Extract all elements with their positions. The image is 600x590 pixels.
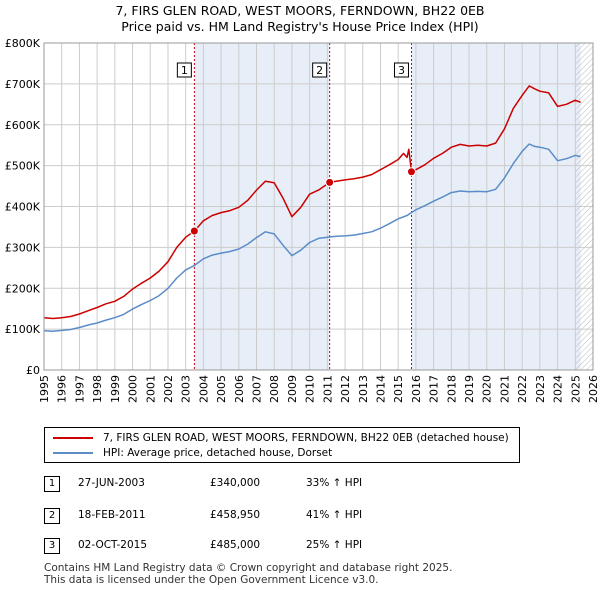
sale-price: £458,950 <box>210 509 261 521</box>
x-tick-label: 2024 <box>552 375 565 403</box>
x-tick-label: 2004 <box>197 375 210 403</box>
sale-row: 2 18-FEB-2011 £458,950 41% ↑ HPI <box>44 508 564 524</box>
sale-price: £340,000 <box>210 477 261 489</box>
sale-date: 18-FEB-2011 <box>78 509 146 521</box>
x-tick-label: 2014 <box>374 375 387 403</box>
sale-point <box>189 226 199 236</box>
x-tick-label: 2015 <box>392 375 405 403</box>
sale-point <box>406 167 416 177</box>
x-tick-label: 2025 <box>569 375 582 403</box>
x-tick-label: 2013 <box>357 375 370 403</box>
x-tick-label: 2017 <box>428 375 441 403</box>
x-tick-label: 2009 <box>286 375 299 403</box>
chart-subtitle: Price paid vs. HM Land Registry's House … <box>121 19 479 34</box>
sale-number-badge: 2 <box>44 508 60 524</box>
y-tick-label: £600K <box>5 119 41 132</box>
sale-hpi-change: 25% ↑ HPI <box>306 539 363 551</box>
chart-legend: 7, FIRS GLEN ROAD, WEST MOORS, FERNDOWN,… <box>44 427 520 463</box>
x-tick-label: 2026 <box>587 375 600 403</box>
legend-swatch-hpi <box>53 452 93 454</box>
sale-row: 3 02-OCT-2015 £485,000 25% ↑ HPI <box>44 538 564 554</box>
footer-copyright: Contains HM Land Registry data © Crown c… <box>44 562 453 574</box>
x-tick-label: 1998 <box>91 375 104 403</box>
legend-swatch-property <box>53 437 93 439</box>
sale-callout-box <box>312 62 328 78</box>
x-tick-label: 2008 <box>268 375 281 403</box>
y-tick-label: £300K <box>5 241 41 254</box>
sale-callout-number: 1 <box>181 64 188 77</box>
price-chart: 1 2 3 £0 £100K £200K £300K £400K £500K £600K £700… <box>5 37 600 403</box>
hpi-line <box>43 143 581 332</box>
plot-frame <box>43 42 594 371</box>
x-tick-label: 2005 <box>215 375 228 403</box>
x-tick-label: 1999 <box>109 375 122 403</box>
sale-point <box>325 177 335 187</box>
sale-number-badge: 1 <box>44 476 60 492</box>
x-tick-label: 2020 <box>481 375 494 403</box>
x-tick-label: 2011 <box>321 375 334 403</box>
x-tick-label: 2018 <box>445 375 458 403</box>
x-tick-label: 1995 <box>38 375 51 403</box>
x-tick-label: 2010 <box>304 375 317 403</box>
sale-callout-number: 2 <box>316 64 323 77</box>
legend-label-hpi: HPI: Average price, detached house, Dors… <box>103 447 333 459</box>
x-tick-label: 2022 <box>516 375 529 403</box>
x-tick-label: 2002 <box>162 375 175 403</box>
y-tick-label: £500K <box>5 160 41 173</box>
x-tick-label: 2003 <box>180 375 193 403</box>
sale-date: 02-OCT-2015 <box>78 539 147 551</box>
y-tick-label: £200K <box>5 282 41 295</box>
chart-title: 7, FIRS GLEN ROAD, WEST MOORS, FERNDOWN,… <box>115 3 485 18</box>
x-tick-label: 1996 <box>56 375 69 403</box>
legend-label-property: 7, FIRS GLEN ROAD, WEST MOORS, FERNDOWN,… <box>103 432 509 444</box>
legend-item-hpi: HPI: Average price, detached house, Dors… <box>53 446 332 460</box>
legend-item-property: 7, FIRS GLEN ROAD, WEST MOORS, FERNDOWN,… <box>53 431 509 445</box>
footer-license: This data is licensed under the Open Gov… <box>44 574 379 586</box>
x-tick-label: 2019 <box>463 375 476 403</box>
x-tick-label: 1997 <box>73 375 86 403</box>
x-tick-label: 2006 <box>233 375 246 403</box>
x-tick-label: 2007 <box>251 375 264 403</box>
sale-callout-number: 3 <box>398 64 405 77</box>
y-tick-label: £0 <box>26 364 40 377</box>
x-tick-label: 2001 <box>144 375 157 403</box>
y-tick-label: £400K <box>5 201 41 214</box>
y-tick-label: £700K <box>5 78 41 91</box>
x-tick-label: 2021 <box>498 375 511 403</box>
y-tick-label: £800K <box>5 37 41 50</box>
x-tick-label: 2016 <box>410 375 423 403</box>
sale-date: 27-JUN-2003 <box>78 477 145 489</box>
sale-hpi-change: 33% ↑ HPI <box>306 477 363 489</box>
sale-hpi-change: 41% ↑ HPI <box>306 509 363 521</box>
x-tick-label: 2023 <box>534 375 547 403</box>
sale-price: £485,000 <box>210 539 261 551</box>
x-tick-label: 2000 <box>127 375 140 403</box>
sale-row: 1 27-JUN-2003 £340,000 33% ↑ HPI <box>44 476 564 492</box>
sale-callout-box <box>393 62 409 78</box>
x-tick-label: 2012 <box>339 375 352 403</box>
sale-callout-box <box>176 62 192 78</box>
y-tick-label: £100K <box>5 323 41 336</box>
sale-number-badge: 3 <box>44 538 60 554</box>
